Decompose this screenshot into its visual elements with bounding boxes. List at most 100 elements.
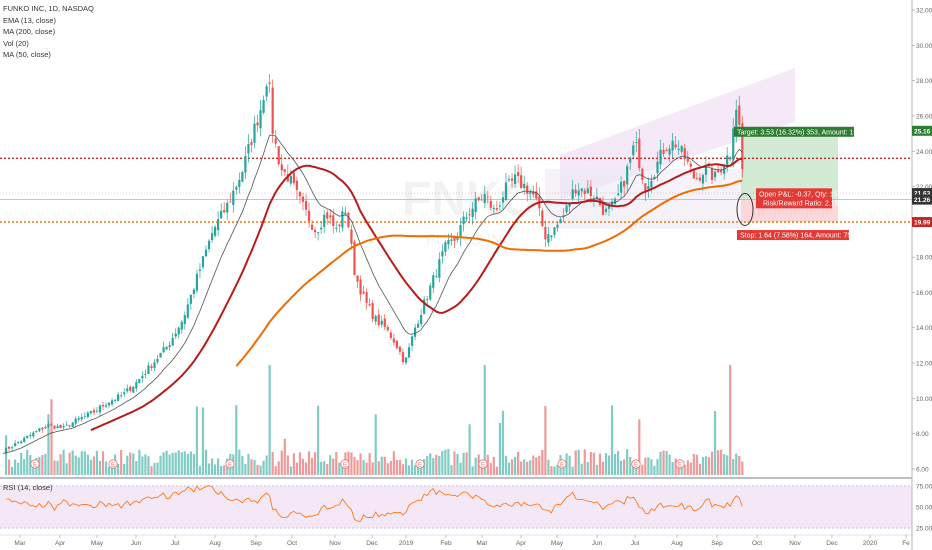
candle-body (123, 392, 126, 395)
time-tick-label: Apr (516, 540, 527, 547)
volume-bar (407, 465, 411, 475)
volume-bar (374, 414, 377, 475)
candle-body (710, 168, 714, 180)
candle-body (320, 227, 323, 230)
candle-body (595, 196, 598, 199)
candle-body (480, 199, 483, 201)
candle-body (241, 171, 244, 182)
volume-bar (201, 407, 205, 475)
volume-bar (174, 452, 177, 475)
candle-body (89, 411, 92, 414)
candle-body (147, 365, 150, 374)
volume-bar (632, 465, 635, 475)
candle-body (253, 123, 256, 143)
indicator-ma50[interactable]: MA (50, close) (3, 50, 51, 59)
volume-bar (71, 450, 74, 475)
volume-bar (4, 435, 8, 475)
candle-body (559, 219, 562, 224)
candle-body (247, 144, 250, 154)
price-tick-label: 32.00 (916, 8, 932, 15)
volume-bar (359, 453, 362, 475)
candle-body (650, 181, 653, 188)
earnings-marker: E (30, 459, 40, 469)
candle-body (659, 149, 662, 165)
volume-bar (295, 462, 299, 475)
volume-bar (404, 458, 408, 475)
candle-body (383, 318, 386, 327)
candle-body (229, 201, 232, 203)
candle-body (462, 216, 465, 225)
volume-bar (62, 449, 65, 475)
candle-body (392, 338, 395, 343)
candle-body (186, 304, 189, 318)
indicator-volume[interactable]: Vol (20) (3, 38, 29, 48)
candle-body (323, 214, 326, 228)
candle-body (271, 87, 274, 134)
price-label: 21.63 (912, 188, 932, 199)
candle-body (541, 210, 544, 226)
candle-body (417, 323, 420, 328)
candle-body (616, 193, 620, 196)
earnings-marker: E (415, 459, 425, 469)
earnings-circle (340, 459, 350, 469)
volume-bar (659, 452, 662, 475)
candle-body (265, 86, 268, 97)
volume-bar (629, 457, 632, 475)
candle-body (201, 256, 205, 268)
volume-bar (580, 463, 583, 475)
volume-bar (317, 405, 320, 475)
candle-body (683, 147, 686, 160)
volume-bar (383, 456, 386, 475)
candle-body (174, 333, 177, 337)
volume-bar (89, 459, 92, 475)
candle-body (553, 227, 556, 235)
candle-body (729, 157, 732, 160)
volume-bar (741, 461, 744, 475)
candle-body (716, 170, 720, 173)
candle-body (444, 242, 447, 252)
time-tick-label: 2019 (399, 540, 414, 547)
candle-body (23, 437, 26, 442)
volume-bar (392, 451, 395, 475)
candle-body (17, 442, 20, 444)
volume-bar (80, 451, 83, 475)
candle-body (165, 346, 168, 350)
volume-bar (23, 459, 26, 475)
volume-bar (547, 459, 550, 475)
candle-body (489, 200, 492, 208)
volume-bar (689, 462, 692, 475)
candle-body (535, 191, 538, 199)
volume-bar (507, 462, 511, 475)
time-tick-label: Mar (14, 540, 26, 547)
candle-body (223, 209, 226, 213)
candle-body (365, 292, 368, 303)
candle-body (335, 227, 338, 229)
volume-bar (526, 461, 529, 475)
volume-bar (517, 451, 520, 475)
indicator-ema13[interactable]: EMA (13, close) (3, 15, 56, 25)
candle-body (80, 416, 83, 420)
candle-body (483, 193, 486, 203)
indicator-ma200[interactable]: MA (200, close) (3, 27, 56, 36)
rsi-legend[interactable]: RSI (14, close) (3, 483, 53, 492)
volume-bar (338, 462, 341, 475)
candle-body (356, 275, 359, 282)
candle-body (217, 219, 220, 231)
open-pnl-label: Open P&L: -0.37, Qty: 152 Risk/Reward Rat… (756, 188, 842, 209)
volume-bar (638, 419, 641, 475)
candle-body (329, 215, 332, 218)
candle-body (238, 179, 241, 188)
earnings-letter: E (678, 463, 682, 469)
volume-bar (107, 466, 111, 475)
rsi-tick-label: 50.00 (916, 505, 932, 512)
candle-body (104, 405, 108, 407)
candle-body (10, 447, 14, 449)
price-tick-label: 26.00 (916, 113, 932, 120)
price-tick-label: 24.00 (916, 149, 932, 156)
candle-body (692, 170, 695, 179)
candle-body (571, 189, 574, 199)
volume-bar (277, 461, 280, 475)
candle-body (62, 425, 65, 428)
volume-bar (198, 465, 202, 475)
